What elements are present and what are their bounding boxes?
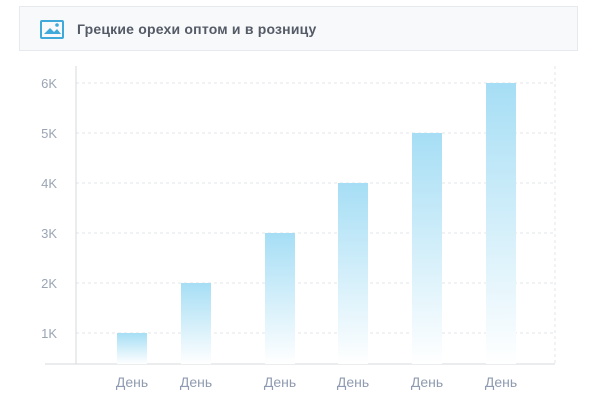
y-axis-labels: 1K 2K 3K 4K 5K 6K	[41, 76, 57, 341]
image-icon	[40, 18, 64, 40]
chart-header: Грецкие орехи оптом и в розницу	[19, 6, 578, 51]
x-tick-label: День	[411, 374, 443, 390]
y-tick-label: 6K	[41, 76, 57, 91]
y-tick-label: 3K	[41, 226, 57, 241]
bar	[117, 333, 147, 364]
x-axis-labels: День День День День День День	[116, 374, 517, 390]
bar	[486, 83, 516, 364]
y-tick-label: 2K	[41, 276, 57, 291]
chart-title: Грецкие орехи оптом и в розницу	[77, 21, 317, 37]
y-tick-label: 4K	[41, 176, 57, 191]
bar	[338, 183, 368, 364]
bar	[181, 283, 211, 364]
x-tick-label: День	[485, 374, 517, 390]
x-tick-label: День	[116, 374, 148, 390]
y-tick-label: 1K	[41, 326, 57, 341]
bar	[412, 133, 442, 364]
axes	[45, 66, 556, 365]
bars	[117, 83, 516, 364]
bar	[265, 233, 295, 364]
x-tick-label: День	[264, 374, 296, 390]
grid-lines	[76, 82, 555, 334]
y-tick-label: 5K	[41, 126, 57, 141]
x-tick-label: День	[180, 374, 212, 390]
x-tick-label: День	[337, 374, 369, 390]
